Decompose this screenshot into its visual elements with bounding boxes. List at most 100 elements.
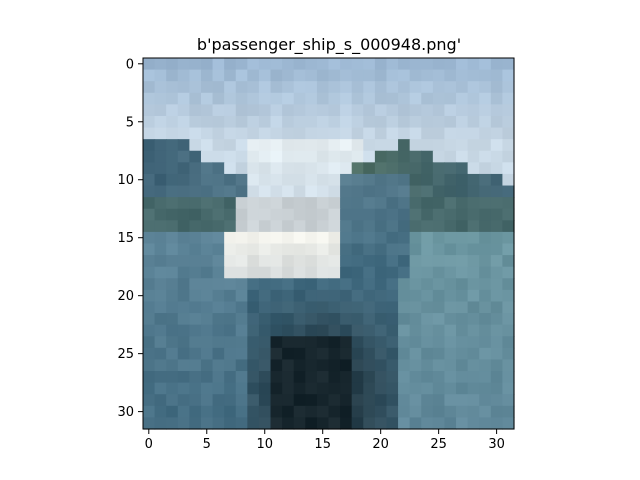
image-pixel bbox=[363, 81, 376, 94]
image-pixel bbox=[432, 347, 446, 361]
image-pixel bbox=[293, 115, 306, 129]
image-pixel bbox=[189, 336, 202, 349]
image-pixel bbox=[456, 185, 469, 198]
image-pixel bbox=[456, 278, 469, 291]
image-pixel bbox=[235, 417, 248, 430]
image-pixel bbox=[305, 185, 318, 198]
image-pixel bbox=[467, 347, 480, 361]
image-pixel bbox=[258, 255, 272, 268]
image-pixel bbox=[340, 92, 353, 105]
image-pixel bbox=[374, 115, 388, 129]
image-pixel bbox=[479, 162, 492, 175]
image-pixel bbox=[316, 58, 330, 71]
image-pixel bbox=[432, 336, 446, 349]
image-pixel bbox=[212, 313, 225, 326]
image-pixel bbox=[212, 208, 225, 221]
image-pixel bbox=[421, 139, 434, 152]
image-pixel bbox=[200, 162, 214, 175]
image-pixel bbox=[456, 69, 469, 82]
image-pixel bbox=[143, 382, 156, 395]
image-pixel bbox=[224, 266, 237, 279]
image-pixel bbox=[467, 115, 480, 129]
image-pixel bbox=[328, 220, 341, 233]
image-pixel bbox=[398, 81, 411, 94]
image-pixel bbox=[456, 255, 469, 268]
image-pixel bbox=[316, 359, 330, 372]
image-pixel bbox=[258, 266, 272, 279]
image-pixel bbox=[479, 313, 492, 326]
image-pixel bbox=[479, 92, 492, 105]
image-pixel bbox=[490, 127, 503, 140]
image-pixel bbox=[456, 92, 469, 105]
image-pixel bbox=[154, 243, 167, 256]
image-pixel bbox=[409, 173, 422, 187]
image-pixel bbox=[224, 69, 237, 82]
image-pixel bbox=[351, 173, 364, 187]
image-pixel bbox=[247, 394, 260, 407]
image-pixel bbox=[143, 301, 156, 314]
image-pixel bbox=[154, 58, 167, 71]
image-pixel bbox=[351, 162, 364, 175]
image-pixel bbox=[374, 92, 388, 105]
image-pixel bbox=[398, 220, 411, 233]
image-pixel bbox=[490, 405, 503, 418]
image-pixel bbox=[363, 58, 376, 71]
image-pixel bbox=[247, 359, 260, 372]
image-pixel bbox=[143, 313, 156, 326]
image-pixel bbox=[374, 266, 388, 279]
image-pixel bbox=[351, 185, 364, 198]
image-pixel bbox=[398, 289, 411, 303]
image-pixel bbox=[386, 81, 399, 94]
image-pixel bbox=[235, 243, 248, 256]
image-pixel bbox=[363, 185, 376, 198]
image-pixel bbox=[421, 278, 434, 291]
image-pixel bbox=[479, 347, 492, 361]
image-pixel bbox=[363, 92, 376, 105]
image-pixel bbox=[154, 255, 167, 268]
image-pixel bbox=[316, 301, 330, 314]
y-tick-label: 25 bbox=[117, 347, 134, 362]
image-pixel bbox=[490, 243, 503, 256]
y-tick-label: 15 bbox=[117, 231, 134, 246]
image-pixel bbox=[247, 278, 260, 291]
image-pixel bbox=[258, 173, 272, 187]
image-pixel bbox=[143, 81, 156, 94]
image-pixel bbox=[247, 382, 260, 395]
image-pixel bbox=[351, 347, 364, 361]
image-pixel bbox=[351, 336, 364, 349]
image-pixel bbox=[258, 359, 272, 372]
image-pixel bbox=[316, 92, 330, 105]
image-pixel bbox=[479, 58, 492, 71]
image-pixel bbox=[340, 371, 353, 384]
image-pixel bbox=[247, 208, 260, 221]
image-pixel bbox=[374, 139, 388, 152]
image-pixel bbox=[316, 69, 330, 82]
image-pixel bbox=[166, 150, 179, 163]
image-pixel bbox=[270, 266, 283, 279]
image-pixel bbox=[143, 139, 156, 152]
image-pixel bbox=[479, 197, 492, 210]
image-pixel bbox=[409, 197, 422, 210]
image-pixel bbox=[282, 104, 295, 117]
image-pixel bbox=[456, 162, 469, 175]
image-pixel bbox=[409, 405, 422, 418]
image-pixel bbox=[502, 266, 515, 279]
image-pixel bbox=[177, 81, 190, 94]
image-pixel bbox=[374, 220, 388, 233]
image-pixel bbox=[386, 104, 399, 117]
image-pixel bbox=[189, 208, 202, 221]
image-pixel bbox=[409, 371, 422, 384]
image-pixel bbox=[467, 173, 480, 187]
image-pixel bbox=[200, 69, 214, 82]
image-pixel bbox=[444, 255, 457, 268]
image-pixel bbox=[177, 301, 190, 314]
image-pixel bbox=[456, 359, 469, 372]
image-pixel bbox=[490, 394, 503, 407]
image-pixel bbox=[282, 150, 295, 163]
image-pixel bbox=[409, 58, 422, 71]
image-pixel bbox=[409, 104, 422, 117]
image-pixel bbox=[282, 266, 295, 279]
image-pixel bbox=[479, 208, 492, 221]
image-pixel bbox=[305, 197, 318, 210]
image-pixel bbox=[363, 104, 376, 117]
